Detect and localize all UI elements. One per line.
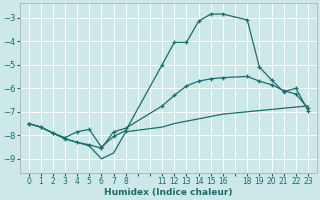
X-axis label: Humidex (Indice chaleur): Humidex (Indice chaleur) bbox=[104, 188, 233, 197]
